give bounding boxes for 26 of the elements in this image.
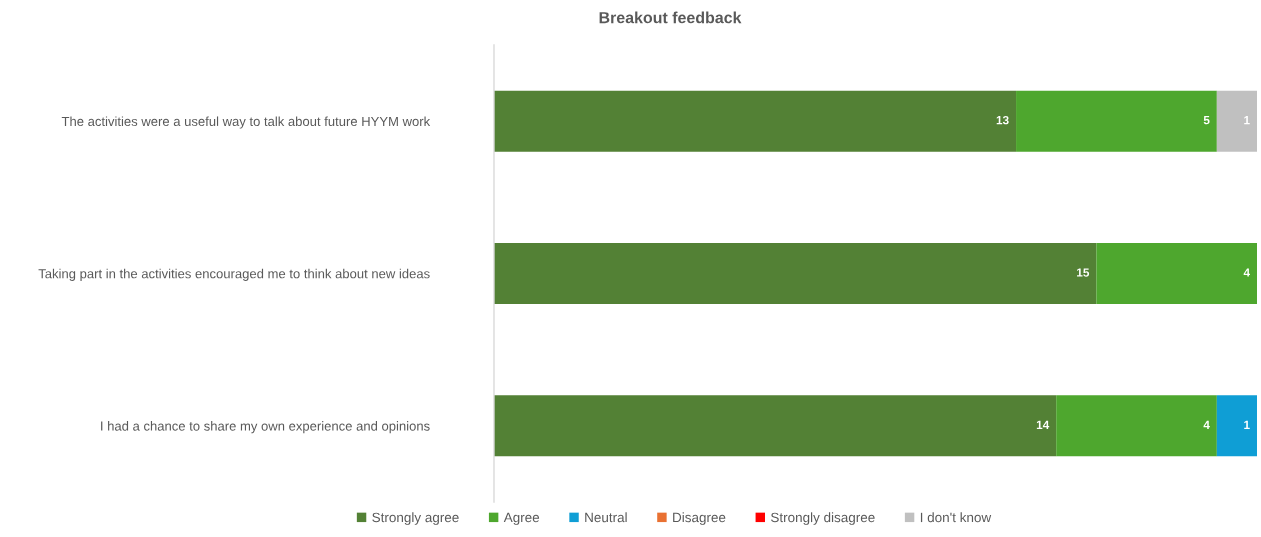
- bar: [1016, 90, 1217, 152]
- bar: [494, 395, 1057, 457]
- legend-label: Agree: [503, 512, 540, 525]
- y-tick-label: The activities were a useful way to talk about future HYYM work: [61, 116, 431, 129]
- data-label: 1: [1244, 420, 1250, 429]
- bar: [1216, 395, 1257, 457]
- data-label: 4: [1203, 420, 1210, 429]
- bar: [1056, 395, 1217, 457]
- chart-title: Breakout feedback: [599, 11, 742, 24]
- data-label: 4: [1243, 268, 1250, 277]
- bar: [1096, 243, 1257, 304]
- legend-label: Disagree: [673, 512, 726, 525]
- bar: [494, 243, 1097, 304]
- data-label: 15: [1077, 268, 1090, 277]
- legend-label: Strongly agree: [372, 512, 459, 525]
- data-label: 5: [1203, 116, 1210, 125]
- y-tick-label: Taking part in the activities encouraged me to think about new ideas: [38, 268, 430, 281]
- legend-label: Neutral: [585, 512, 627, 523]
- data-label: 14: [1036, 420, 1050, 429]
- y-tick-label: I had a chance to share my own experience and opinions: [101, 421, 430, 434]
- data-label: 13: [996, 115, 1009, 125]
- bar: [494, 90, 1017, 152]
- bar: [1216, 90, 1257, 152]
- legend-label: Strongly disagree: [771, 512, 875, 525]
- data-label: 1: [1244, 116, 1250, 125]
- legend-label: I don't know: [920, 512, 992, 523]
